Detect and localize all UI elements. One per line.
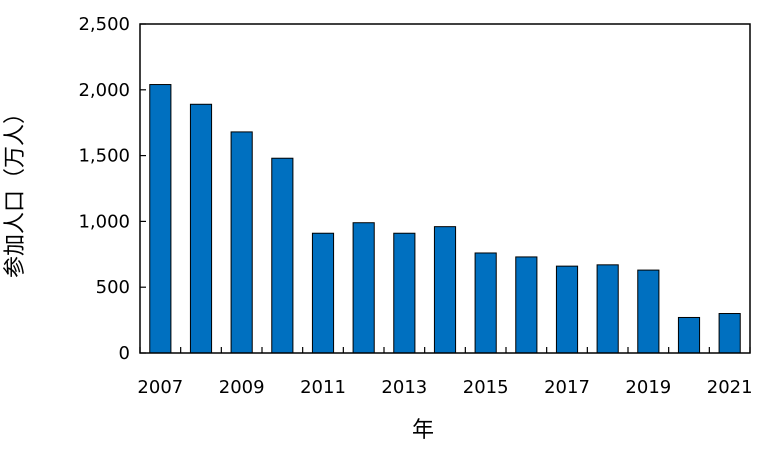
- y-tick-label: 1,000: [78, 211, 130, 232]
- bar-2021: [718, 313, 741, 354]
- y-tick-label: 2,500: [78, 14, 130, 35]
- axes-layer: [139, 23, 751, 354]
- x-ticks-layer: 2007 2009 2011 2013 2015 2017 2019 2021: [137, 347, 753, 398]
- bar-2010: [271, 157, 294, 354]
- plot-frame: [139, 23, 751, 354]
- bar-2018: [596, 264, 619, 354]
- bar-2012: [352, 222, 375, 354]
- bar-2007: [149, 84, 172, 354]
- x-tick-label: 2015: [463, 377, 509, 398]
- x-tick-label: 2009: [219, 377, 265, 398]
- x-axis-title: 年: [412, 418, 434, 443]
- bar-2020: [677, 316, 701, 354]
- x-tick-label: 2017: [544, 377, 590, 398]
- y-tick-label: 0: [119, 343, 130, 364]
- x-tick-label: 2007: [137, 377, 183, 398]
- bar-2014: [433, 226, 457, 354]
- bar-2011: [311, 232, 335, 354]
- y-ticks-layer: 0 500 1,000 1,500 2,000 2,500: [78, 14, 146, 364]
- y-tick-label: 1,500: [78, 146, 130, 167]
- bar-2019: [637, 269, 660, 354]
- x-tick-label: 2013: [381, 377, 427, 398]
- y-tick-label: 2,000: [78, 80, 130, 101]
- x-tick-label: 2021: [707, 377, 753, 398]
- bar-2015: [474, 252, 497, 354]
- bar-2009: [230, 131, 253, 354]
- x-tick-label: 2011: [300, 377, 346, 398]
- bar-2008: [189, 103, 213, 354]
- bars-layer: [149, 84, 741, 354]
- y-tick-label: 500: [96, 277, 130, 298]
- x-tick-label: 2019: [625, 377, 671, 398]
- bar-2016: [515, 256, 538, 354]
- y-axis-title: 参加人口（万人）: [3, 102, 28, 278]
- bar-2017: [555, 265, 579, 354]
- bar-2013: [393, 232, 416, 354]
